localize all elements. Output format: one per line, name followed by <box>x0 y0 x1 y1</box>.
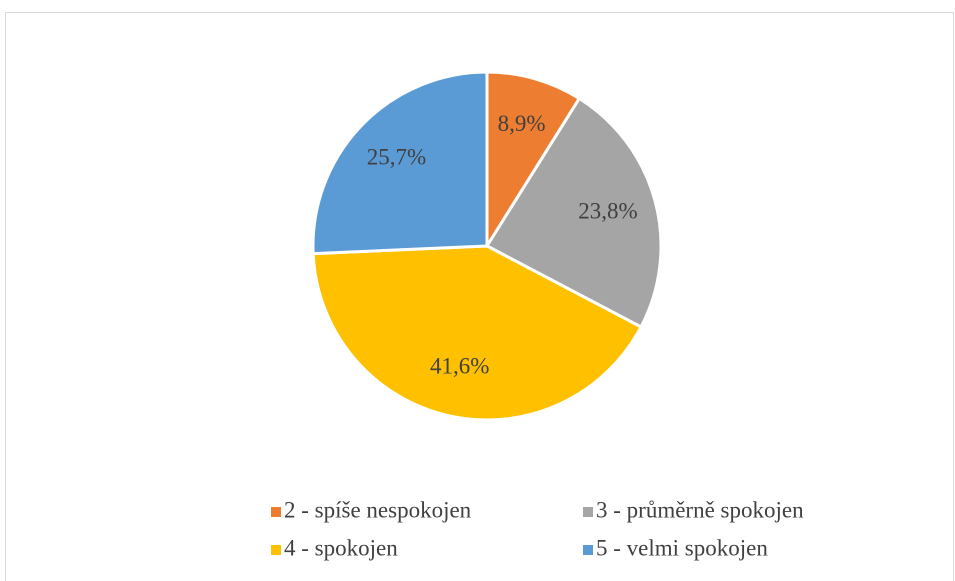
data-label: 41,6% <box>430 354 489 379</box>
data-label: 8,9% <box>498 111 546 136</box>
legend-marker <box>583 507 593 517</box>
legend-marker <box>271 507 281 517</box>
data-label: 23,8% <box>578 199 637 224</box>
pie-slice <box>311 70 489 256</box>
legend-label: 5 - velmi spokojen <box>596 535 768 560</box>
legend-label: 3 - průměrně spokojen <box>596 497 804 522</box>
legend-marker <box>583 545 593 555</box>
legend-label: 2 - spíše nespokojen <box>284 497 472 522</box>
pie-slice <box>485 70 582 252</box>
legend-marker <box>271 545 281 555</box>
pie-slice <box>311 244 644 422</box>
legend-label: 4 - spokojen <box>284 535 398 560</box>
data-label: 25,7% <box>367 145 426 170</box>
pie-slice <box>484 96 663 329</box>
